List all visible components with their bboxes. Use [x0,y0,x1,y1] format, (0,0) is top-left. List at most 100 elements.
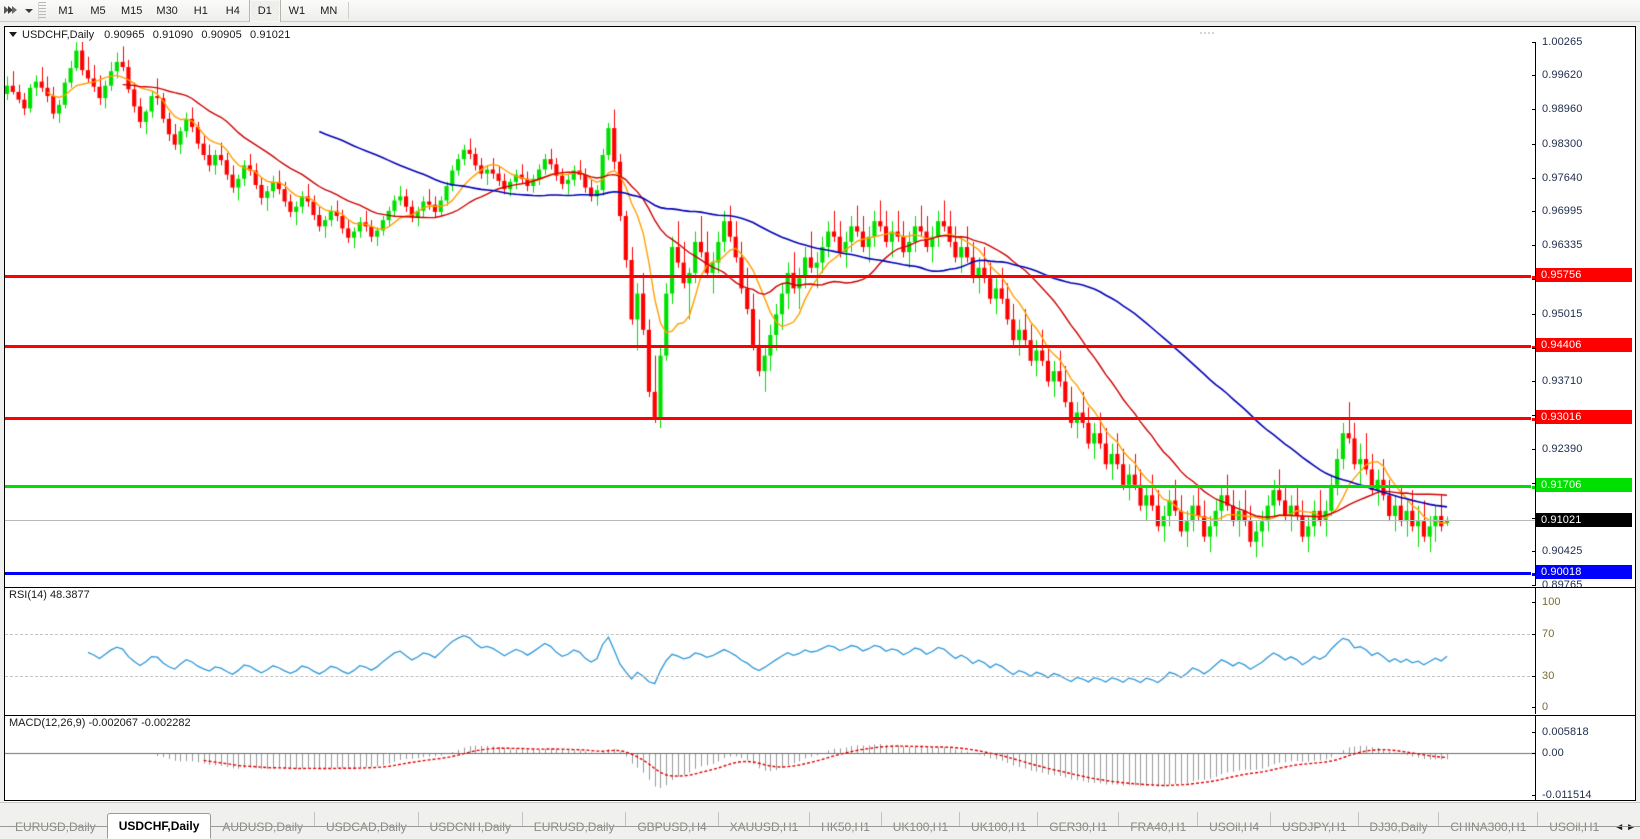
triangle-left-icon[interactable]: ◄ [1614,821,1625,833]
chart-tab-eurusd-daily[interactable]: EURUSD,Daily [15,820,96,834]
chart-tab-xauusd-h1[interactable]: XAUUSD,H1 [729,820,799,834]
macd-axis-label: 0.00 [1542,747,1564,760]
level-line-0.90018[interactable] [5,571,1535,577]
chart-tab-usoil-h1[interactable]: USOil,H1 [1549,820,1600,834]
tab-divider [1270,811,1272,826]
price-tag-support-0.90018[interactable]: 0.90018 [1536,564,1632,579]
tab-divider [1197,811,1199,826]
rsi-axis-label: 100 [1542,596,1561,608]
price-axis-label: 0.98960 [1542,103,1583,116]
rsi-axis-tick [1532,602,1536,603]
chevron-down-icon[interactable] [22,1,36,21]
tabs-scroll-controls: ◄ ► [1610,815,1640,839]
chart-tab-gbpusd-h4[interactable]: GBPUSD,H4 [637,820,707,834]
tab-divider [880,811,882,826]
level-line-anchor[interactable] [1531,484,1535,490]
chart-tab-dj30-daily[interactable]: DJ30,Daily [1369,820,1428,834]
periods-icon[interactable] [0,1,22,21]
chevron-down-icon[interactable] [9,32,17,37]
chart-tab-usdjpy-h1[interactable]: USDJPY,H1 [1282,820,1347,834]
toolbar-divider [347,2,349,19]
level-line-0.95756[interactable] [5,275,1535,281]
chart-tab-audusd-daily[interactable]: AUDUSD,Daily [222,820,304,834]
level-line-0.91021[interactable] [5,520,1535,522]
timeframe-button-m1[interactable]: M1 [58,4,74,17]
tab-divider [809,811,811,826]
tab-divider [521,811,523,826]
rsi-axis-tick [1532,675,1536,677]
level-line-anchor[interactable] [1531,571,1535,577]
ohlc-high: 0.91090 [152,28,194,41]
level-line-0.93016[interactable] [5,416,1535,422]
macd-axis-label: 0.005818 [1542,726,1589,738]
chart-tab-usdcad-daily[interactable]: USDCAD,Daily [325,820,407,834]
price-axis-label: 0.96995 [1542,205,1583,218]
macd-axis-tick [1532,732,1536,733]
price-tag-support-0.91706[interactable]: 0.91706 [1536,477,1632,492]
chart-tab-china300-h1[interactable]: CHINA300,H1 [1450,820,1527,834]
price-axis-tick [1532,449,1536,451]
price-axis-tick [1532,211,1536,213]
price-axis-tick [1532,313,1536,315]
chart-tab-fra40-h1[interactable]: FRA40,H1 [1130,820,1187,834]
tab-divider [417,811,419,826]
timeframe-button-w1[interactable]: W1 [288,4,306,17]
price-axis-tick [1532,177,1536,179]
timeframe-button-mn[interactable]: MN [320,4,338,17]
price-pane: 1.00265 0.99620 0.98960 0.98300 0.97640 0.969… [5,36,1635,591]
level-line-0.91706[interactable] [5,484,1535,490]
price-tag-last-price-0.91021[interactable]: 0.91021 [1536,513,1632,528]
chart-tab-hk50-h1[interactable]: HK50,H1 [821,820,870,834]
triangle-right-icon[interactable]: ► [1626,821,1636,833]
macd-axis-tick [1532,795,1536,796]
price-axis-tick [1532,550,1536,552]
level-line-anchor[interactable] [1531,344,1535,350]
price-tag-resistance-0.95756[interactable]: 0.95756 [1536,268,1632,283]
macd-plot-area[interactable] [5,716,1535,801]
chart-tab-ger30-h1[interactable]: GER30,H1 [1049,820,1108,834]
timeframe-button-m30[interactable]: M30 [156,4,178,17]
timeframe-button-h1[interactable]: H1 [193,4,208,17]
tab-divider [959,811,961,826]
macd-axis: 0.005818 0.00 -0.011514 [1532,716,1635,801]
chart-tab-eurusd-daily[interactable]: EURUSD,Daily [533,820,615,834]
rsi-axis-label: 0 [1542,701,1549,713]
chart-tab-usdcnh-daily[interactable]: USDCNH,Daily [429,820,511,834]
chart-tab-usoil-h4[interactable]: USOil,H4 [1209,820,1260,834]
price-canvas[interactable] [5,42,1535,585]
rsi-axis: 100 70 30 0 [1532,588,1635,714]
tab-divider [625,811,627,826]
price-axis-tick [1532,347,1536,349]
macd-pane: MACD(12,26,9) -0.002067 -0.002282 0.0058… [5,715,1635,801]
price-tag-resistance-0.94406[interactable]: 0.94406 [1536,337,1632,352]
macd-canvas[interactable] [5,716,1535,801]
chart-tab-usdchf-daily[interactable]: USDCHF,Daily [106,813,212,839]
rsi-axis-label: 70 [1542,627,1555,640]
chart-ohlc-values: 0.90965 0.91090 0.90905 0.91021 [104,29,295,41]
timeframe-button-h4[interactable]: H4 [225,4,240,17]
price-axis-label: 0.99620 [1542,69,1583,82]
price-axis-tick [1532,415,1536,417]
price-axis[interactable]: 1.00265 0.99620 0.98960 0.98300 0.97640 0.969… [1532,36,1635,591]
level-line-anchor[interactable] [1531,416,1535,422]
ohlc-open: 0.90965 [104,28,145,41]
timeframe-buttons: M1 M5 M15 M30 H1 H4 D1 W1 MN [50,0,345,22]
timeframe-button-m5[interactable]: M5 [90,4,106,17]
rsi-canvas[interactable] [5,588,1535,715]
timeframe-button-m15[interactable]: M15 [121,4,143,17]
price-plot-area[interactable] [5,42,1535,585]
macd-indicator-label: MACD(12,26,9) -0.002067 -0.002282 [9,717,191,729]
rsi-indicator-label: RSI(14) 48.3877 [9,589,90,601]
chart-tab-uk100-h1[interactable]: UK100,H1 [892,820,949,834]
rsi-axis-tick [1532,707,1536,708]
price-axis-tick [1532,279,1536,281]
level-line-0.94406[interactable] [5,344,1535,350]
chart-tab-uk100-h1[interactable]: UK100,H1 [971,820,1027,834]
price-axis-label: 1.00265 [1542,36,1583,48]
drag-handle-icon[interactable] [38,1,46,20]
price-axis-tick [1532,380,1536,382]
price-tag-resistance-0.93016[interactable]: 0.93016 [1536,409,1632,424]
rsi-plot-area[interactable] [5,588,1535,715]
chart-tabs-bar: EURUSD,Daily USDCHF,Daily AUDUSD,Daily USDC… [0,802,1640,839]
timeframe-button-d1[interactable]: D1 [248,0,281,22]
